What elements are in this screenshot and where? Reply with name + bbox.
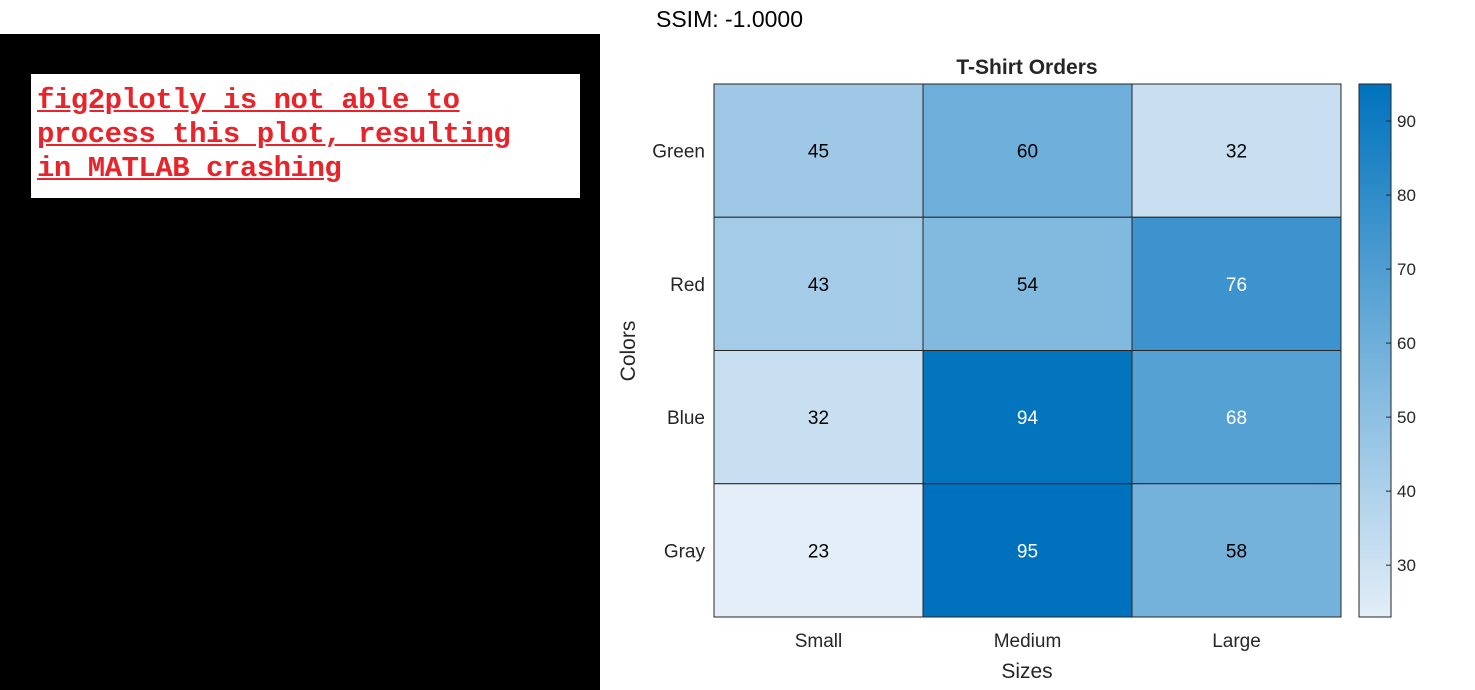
- colorbar-tick-label: 90: [1397, 112, 1416, 131]
- cell-value-label: 76: [1226, 275, 1247, 296]
- heatmap-cell: [922, 350, 1133, 485]
- chart-title: T-Shirt Orders: [956, 56, 1097, 79]
- cell-value-label: 95: [1017, 541, 1038, 562]
- x-tick-label: Large: [1212, 631, 1261, 652]
- y-tick-label: Green: [652, 142, 705, 163]
- y-tick-label: Red: [670, 275, 705, 296]
- y-axis-label: Colors: [617, 321, 640, 382]
- colorbar-tick-label: 60: [1397, 334, 1416, 353]
- x-tick-label: Medium: [994, 631, 1062, 652]
- cell-value-label: 68: [1226, 408, 1247, 429]
- cell-value-label: 94: [1017, 408, 1039, 429]
- x-tick-label: Small: [795, 631, 843, 652]
- colorbar-tick-label: 80: [1397, 186, 1416, 205]
- y-tick-label: Blue: [667, 408, 705, 429]
- error-panel: fig2plotly is not able to process this p…: [0, 34, 600, 690]
- heatmap-cells: 45 60 32 43 54 76 32 94 68 23 95 58: [713, 83, 1342, 618]
- heatmap-cell: [713, 216, 924, 351]
- cell-value-label: 32: [808, 408, 829, 429]
- cell-value-label: 60: [1017, 142, 1038, 163]
- x-axis-label: Sizes: [1001, 660, 1052, 683]
- heatmap-cell: [713, 483, 924, 618]
- heatmap-cell: [713, 350, 924, 485]
- colorbar-tick-label: 70: [1397, 260, 1416, 279]
- heatmap-cell: [1131, 216, 1342, 351]
- cell-value-label: 23: [808, 541, 829, 562]
- heatmap-cell: [1131, 83, 1342, 218]
- colorbar-tick-label: 30: [1397, 556, 1416, 575]
- cell-value-label: 54: [1017, 275, 1039, 296]
- error-message: fig2plotly is not able to process this p…: [37, 84, 511, 185]
- cell-value-label: 32: [1226, 142, 1247, 163]
- y-tick-labels: Green Red Blue Gray: [652, 142, 705, 563]
- cell-value-label: 45: [808, 142, 829, 163]
- colorbar: 30 40 50 60 70 80 90: [1358, 83, 1416, 618]
- colorbar-tick-label: 50: [1397, 408, 1416, 427]
- heatmap-cell: [1131, 483, 1342, 618]
- heatmap-cell: [922, 216, 1133, 351]
- colorbar-gradient: [1358, 83, 1392, 618]
- cell-value-label: 43: [808, 275, 829, 296]
- cell-value-label: 58: [1226, 541, 1247, 562]
- ssim-label: SSIM: -1.0000: [656, 6, 804, 32]
- heatmap-cell: [922, 83, 1133, 218]
- x-tick-labels: Small Medium Large: [795, 631, 1261, 652]
- colorbar-tick-label: 40: [1397, 482, 1416, 501]
- error-box: fig2plotly is not able to process this p…: [31, 74, 580, 198]
- y-tick-label: Gray: [664, 541, 706, 562]
- heatmap-cell: [713, 83, 924, 218]
